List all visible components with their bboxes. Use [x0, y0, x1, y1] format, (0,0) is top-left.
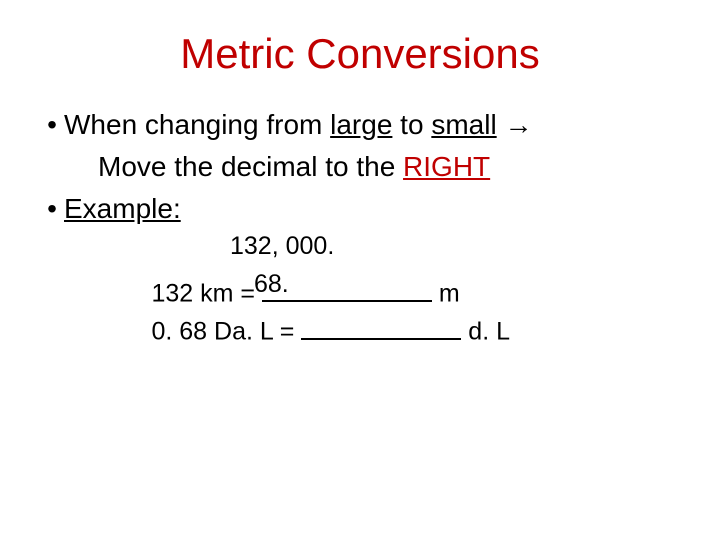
slide-body: • When changing from large to small → Mo…	[40, 106, 680, 309]
bullet-dot: •	[40, 190, 64, 228]
slide-title: Metric Conversions	[40, 30, 680, 78]
bullet-2-content: Example:	[64, 190, 680, 228]
example-row-1: 132 km = m 132, 000.	[82, 233, 680, 271]
bullet-1-arrow: →	[497, 109, 533, 140]
bullet-1-mid: to	[392, 109, 431, 140]
example-2-blank	[301, 310, 461, 340]
examples-block: 132 km = m 132, 000. 0. 68 Da. L = d. L …	[82, 233, 680, 309]
slide: Metric Conversions • When changing from …	[0, 0, 720, 540]
bullet-1-prefix: When changing from	[64, 109, 322, 140]
bullet-1-small: small	[431, 109, 496, 140]
example-label: Example:	[64, 193, 181, 224]
example-row-2: 0. 68 Da. L = d. L 68.	[82, 271, 680, 309]
example-2-base: 0. 68 Da. L = d. L	[82, 271, 510, 390]
example-2-unit: d. L	[461, 318, 510, 346]
bullet-1-large: large	[330, 109, 392, 140]
rule-line: Move the decimal to the RIGHT	[98, 148, 680, 186]
rule-emph: RIGHT	[403, 151, 490, 182]
bullet-2: • Example:	[40, 190, 680, 228]
example-1-answer: 132, 000.	[230, 227, 334, 266]
bullet-dot: •	[40, 106, 64, 144]
example-2-answer: 68.	[254, 265, 289, 304]
rule-prefix: Move the decimal to the	[98, 151, 403, 182]
bullet-1-content: When changing from large to small →	[64, 106, 680, 144]
bullet-1: • When changing from large to small →	[40, 106, 680, 144]
example-2-lhs: 0. 68 Da. L =	[151, 318, 301, 346]
